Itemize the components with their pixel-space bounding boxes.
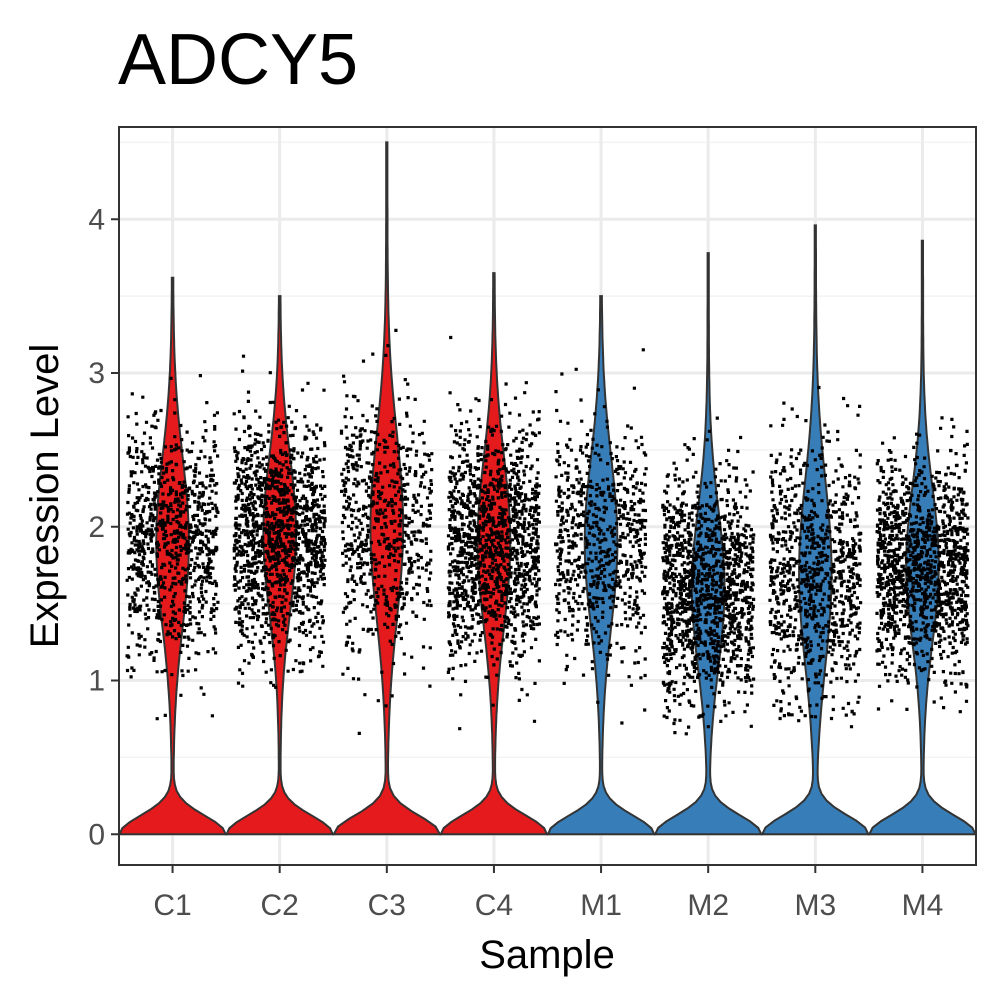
chart-title: ADCY5: [118, 20, 358, 100]
points-M2: [661, 416, 756, 736]
points-C3: [339, 328, 434, 735]
panel-border: [118, 126, 977, 866]
points-C4: [446, 335, 541, 731]
y-tick-label: 3: [88, 357, 105, 390]
x-tick-label: M2: [687, 889, 729, 922]
axes: 0 1 2 3 4 C1 C2 C3 C4 M1 M2 M3 M4: [88, 203, 943, 922]
y-tick-label: 4: [88, 203, 105, 236]
points-C1: [125, 374, 220, 721]
points-C2: [232, 354, 327, 689]
x-tick-label: C3: [368, 889, 406, 922]
points-M1: [554, 348, 648, 725]
y-axis-title: Expression Level: [23, 344, 67, 649]
jitter-points: [125, 328, 970, 736]
y-tick-label: 1: [88, 665, 105, 698]
x-tick-label: C4: [475, 889, 513, 922]
x-tick-label: M4: [902, 889, 944, 922]
x-tick-label: M3: [794, 889, 836, 922]
points-M3: [768, 385, 863, 729]
x-tick-label: C2: [261, 889, 299, 922]
x-axis-title: Sample: [479, 933, 615, 977]
y-tick-label: 2: [88, 511, 105, 544]
x-tick-label: C1: [153, 889, 191, 922]
points-M4: [875, 416, 970, 714]
x-tick-label: M1: [580, 889, 622, 922]
y-tick-label: 0: [88, 818, 105, 851]
